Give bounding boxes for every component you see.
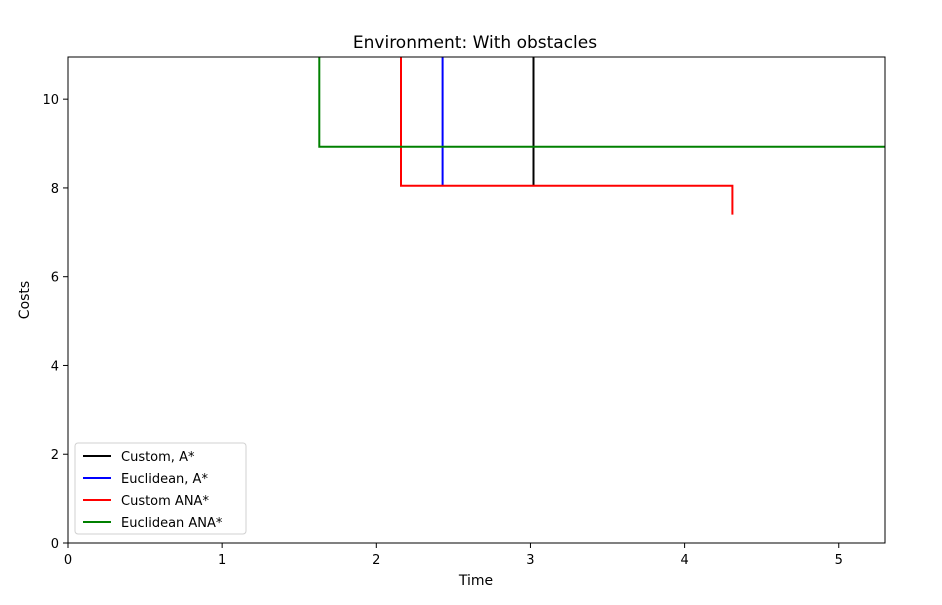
x-tick-label: 5 bbox=[835, 553, 843, 568]
series-line-4 bbox=[318, 57, 885, 148]
y-tick-label: 10 bbox=[42, 93, 59, 108]
x-tick-label: 0 bbox=[64, 553, 72, 568]
legend-label: Euclidean ANA* bbox=[121, 516, 223, 531]
legend-label: Custom, A* bbox=[121, 450, 195, 465]
y-tick-label: 4 bbox=[51, 359, 59, 374]
y-tick-label: 6 bbox=[51, 271, 59, 286]
x-axis-ticks: 0 1 2 3 4 5 bbox=[64, 543, 843, 568]
legend-label: Euclidean, A* bbox=[121, 472, 208, 487]
x-tick-label: 1 bbox=[218, 553, 226, 568]
x-tick-label: 2 bbox=[372, 553, 380, 568]
y-axis-label: Costs bbox=[17, 281, 33, 319]
y-tick-label: 0 bbox=[51, 537, 59, 552]
legend: Custom, A* Euclidean, A* Custom ANA* Euclid… bbox=[74, 442, 247, 535]
y-axis-ticks: 0 2 4 6 8 10 bbox=[42, 93, 68, 552]
legend-label: Custom ANA* bbox=[121, 494, 209, 509]
legend-box bbox=[74, 442, 247, 535]
plot-series bbox=[318, 57, 885, 215]
y-tick-label: 8 bbox=[51, 182, 59, 197]
x-axis-label: Time bbox=[458, 573, 493, 589]
plot-frame bbox=[67, 56, 886, 544]
x-tick-label: 3 bbox=[526, 553, 534, 568]
chart-title: Environment: With obstacles bbox=[353, 33, 597, 53]
series-line-3 bbox=[400, 57, 734, 215]
y-tick-label: 2 bbox=[51, 448, 59, 463]
x-tick-label: 4 bbox=[680, 553, 688, 568]
